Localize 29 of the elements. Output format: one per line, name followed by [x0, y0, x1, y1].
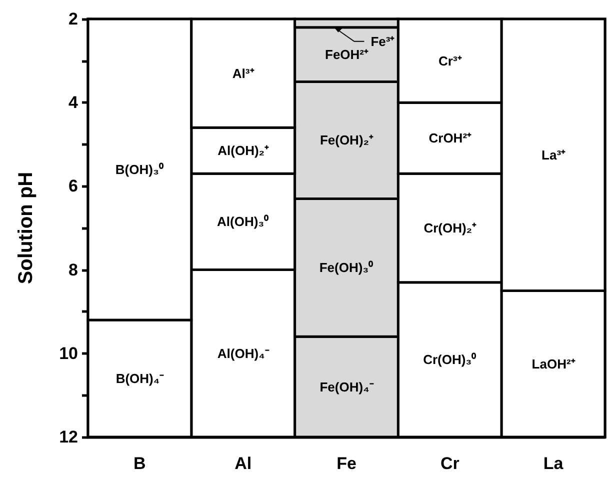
data-label: Fe(OH)₂⁺: [320, 132, 374, 148]
x-tick-label: La: [543, 454, 564, 473]
x-tick-label: Al: [234, 454, 252, 473]
y-tick-label: 10: [59, 344, 78, 363]
data-label: Cr(OH)₃⁰: [423, 352, 477, 368]
data-label: Cr(OH)₂⁺: [424, 220, 478, 236]
data-label: Al(OH)₂⁺: [218, 143, 270, 158]
x-tick-label: Cr: [440, 454, 460, 473]
data-label: Fe³⁺: [370, 34, 396, 49]
data-label: La³⁺: [542, 147, 566, 162]
x-tick-label: Fe: [336, 454, 356, 473]
y-tick-label: 8: [68, 260, 78, 280]
data-label: Fe(OH)₄⁻: [320, 379, 374, 394]
data-label: Al³⁺: [232, 66, 255, 81]
data-label: Al(OH)₄⁻: [217, 346, 270, 361]
data-label: Cr³⁺: [438, 53, 462, 68]
y-tick-label: 12: [59, 428, 78, 446]
data-label: B(OH)₃⁰: [115, 162, 164, 177]
y-tick-label: 6: [68, 176, 78, 196]
data-label: Fe(OH)₃⁰: [319, 260, 374, 276]
data-label: FeOH²⁺: [325, 47, 369, 62]
y-tick-label: 2: [68, 10, 78, 28]
data-label: Al(OH)₃⁰: [217, 214, 270, 230]
data-label: B(OH)₄⁻: [116, 370, 165, 386]
data-label: CrOH²⁺: [428, 130, 472, 146]
data-label: LaOH²⁺: [532, 356, 576, 372]
x-tick-label: B: [134, 454, 146, 473]
y-tick-label: 4: [68, 93, 79, 112]
y-axis-title: Solution pH: [15, 172, 37, 284]
